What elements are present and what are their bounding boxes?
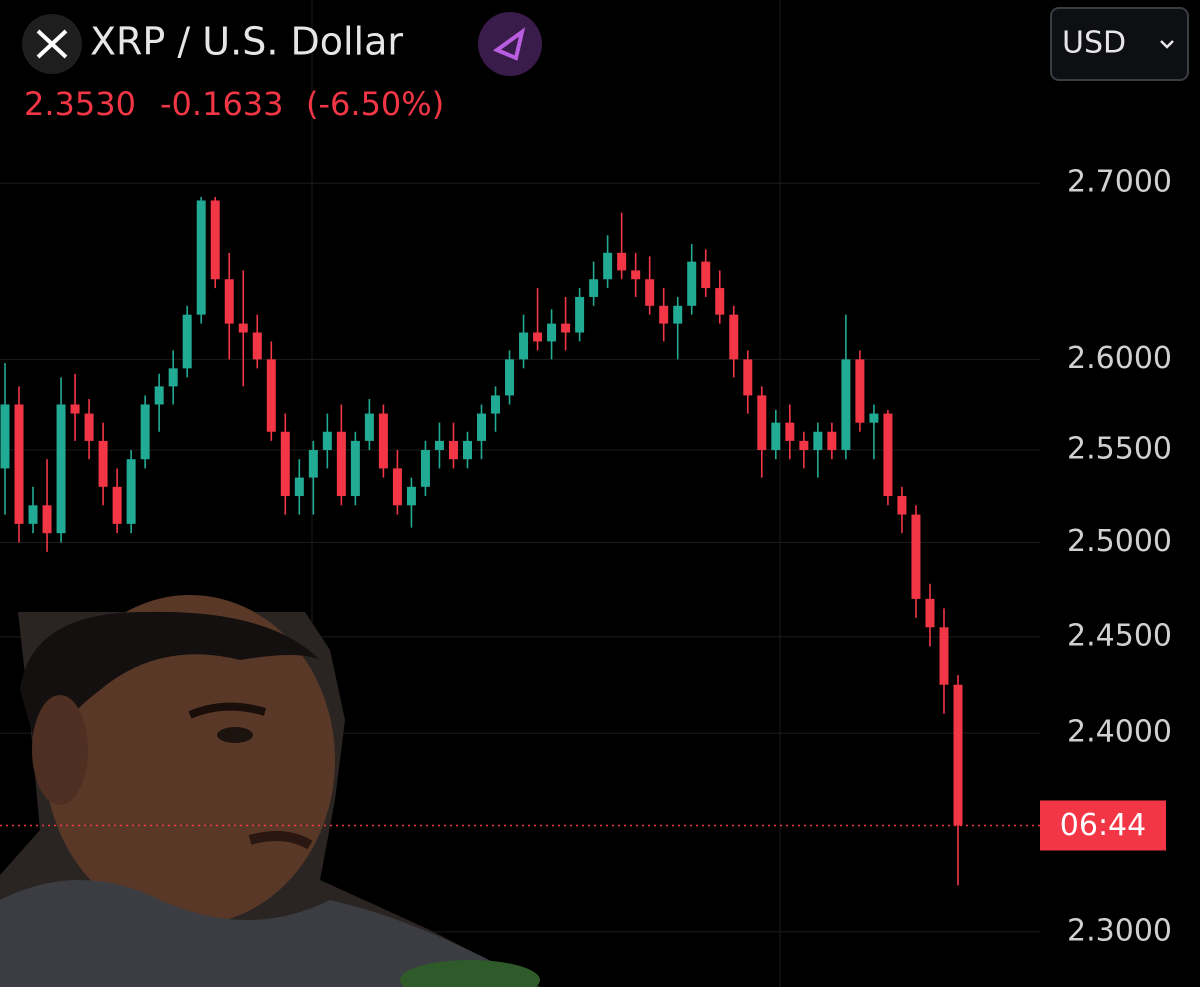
price: 2.3530: [24, 85, 136, 123]
candle-body: [182, 314, 192, 369]
candle-body: [589, 279, 599, 297]
candle-body: [196, 200, 206, 315]
candle-body: [953, 684, 963, 826]
chevron: [1160, 40, 1174, 49]
candle-body: [911, 514, 921, 599]
candle-body: [869, 413, 879, 423]
candle-body: [785, 422, 795, 441]
candle-body: [294, 477, 304, 497]
candle-body: [659, 305, 669, 324]
candle-body: [841, 359, 851, 451]
xrp-logo-mark: [36, 29, 68, 59]
countdown: 06:44: [1060, 808, 1146, 843]
candle-body: [448, 440, 458, 460]
candle-body: [701, 261, 711, 289]
candle-body: [168, 368, 178, 387]
candle-body: [673, 305, 683, 324]
candle-body: [364, 413, 374, 441]
share-button[interactable]: [478, 12, 542, 76]
meme-image: [0, 595, 540, 987]
y-tick-label: 2.4500: [1067, 618, 1172, 653]
candle-body: [238, 323, 248, 333]
candle-body: [420, 450, 430, 487]
y-tick-label: 2.5000: [1067, 524, 1172, 559]
candle-body: [883, 413, 893, 497]
candle-body: [617, 252, 627, 271]
candle-body: [112, 486, 122, 524]
price-line: 06:44: [0, 800, 1166, 851]
candle-body: [392, 468, 402, 506]
candle-body: [462, 440, 472, 460]
candle-body: [603, 252, 613, 280]
y-tick-label: 2.5500: [1067, 432, 1172, 467]
candle-body: [827, 431, 837, 451]
candle-body: [154, 386, 164, 405]
candle-body: [561, 323, 571, 333]
candle-body: [519, 332, 529, 360]
candle-body: [350, 440, 360, 497]
candle-body: [897, 496, 907, 515]
candle-body: [140, 404, 150, 460]
candle-body: [280, 431, 290, 497]
candle-body: [14, 404, 24, 524]
candle-body: [757, 395, 767, 451]
candle-body: [0, 404, 10, 469]
currency: USD: [1062, 26, 1126, 61]
candle-body: [855, 359, 865, 423]
currency-button[interactable]: [1050, 7, 1189, 81]
candle-body: [799, 440, 809, 451]
candle-body: [126, 459, 136, 524]
last-price-tag: [1040, 800, 1166, 851]
y-tick-label: 2.6000: [1067, 341, 1172, 376]
candles: [0, 196, 963, 886]
change: -0.1633: [160, 85, 284, 123]
candle-body: [813, 431, 823, 451]
candle-body: [42, 505, 52, 534]
candle-body: [378, 413, 388, 469]
candle-body: [925, 598, 935, 628]
candle-body: [70, 404, 80, 414]
candle-body: [715, 288, 725, 315]
candle-body: [631, 270, 641, 280]
candle-body: [687, 261, 697, 306]
candle-body: [56, 404, 66, 534]
y-axis: 2.7000 2.6000 2.5500 2.5000 2.4500 2.4000 2.30…: [1067, 165, 1172, 949]
candle-body: [645, 279, 655, 306]
candle-body: [252, 332, 262, 360]
candle-body: [98, 440, 108, 487]
y-tick-label: 2.7000: [1067, 165, 1172, 200]
candle-body: [547, 323, 557, 342]
candle-body: [533, 332, 543, 342]
candle-body: [434, 440, 444, 451]
candle-body: [336, 431, 346, 497]
y-tick-label: 2.3000: [1067, 913, 1172, 948]
change-pct: (-6.50%): [306, 85, 444, 123]
candle-body: [505, 359, 515, 396]
candle-body: [308, 450, 318, 478]
candle-body: [266, 359, 276, 432]
candle-body: [322, 431, 332, 451]
candle-body: [771, 422, 781, 451]
candle-body: [575, 296, 585, 333]
candle-body: [743, 359, 753, 396]
y-tick-label: 2.4000: [1067, 715, 1172, 750]
share-icon: [492, 27, 526, 61]
candle-body: [406, 486, 416, 506]
candle-body: [939, 627, 949, 685]
candle-body: [729, 314, 739, 360]
candle-body: [84, 413, 94, 441]
candle-body: [28, 505, 38, 524]
title: XRP / U.S. Dollar: [90, 20, 403, 64]
candle-body: [224, 279, 234, 324]
candle-body: [210, 200, 220, 280]
candle-body: [477, 413, 486, 441]
candle-body: [491, 395, 501, 414]
